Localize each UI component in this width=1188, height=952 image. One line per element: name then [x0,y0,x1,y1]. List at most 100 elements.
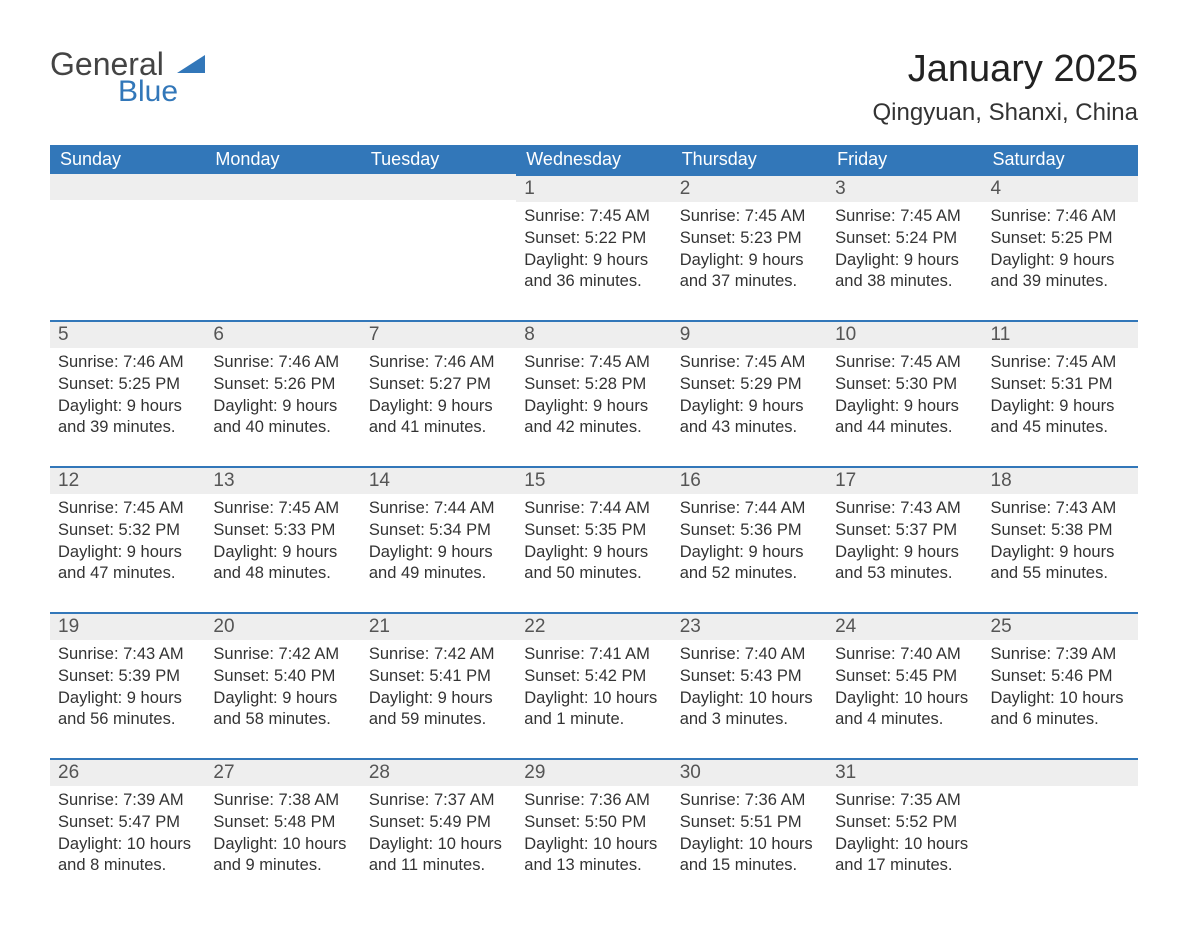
daylight-line-1: Daylight: 9 hours [680,542,819,564]
daylight-line-1: Daylight: 9 hours [524,542,663,564]
sunrise-line: Sunrise: 7:36 AM [680,790,819,812]
calendar-cell: 23Sunrise: 7:40 AMSunset: 5:43 PMDayligh… [672,612,827,758]
day-details: Sunrise: 7:42 AMSunset: 5:41 PMDaylight:… [361,640,516,758]
day-details: Sunrise: 7:45 AMSunset: 5:33 PMDaylight:… [205,494,360,612]
daylight-line-1: Daylight: 9 hours [213,396,352,418]
daylight-line-2: and 42 minutes. [524,417,663,439]
daylight-line-1: Daylight: 9 hours [369,688,508,710]
sunset-line: Sunset: 5:27 PM [369,374,508,396]
calendar-cell: 4Sunrise: 7:46 AMSunset: 5:25 PMDaylight… [983,174,1138,320]
calendar-cell [361,174,516,320]
daylight-line-2: and 41 minutes. [369,417,508,439]
day-number: 7 [361,320,516,348]
daylight-line-1: Daylight: 9 hours [58,396,197,418]
sunset-line: Sunset: 5:39 PM [58,666,197,688]
daylight-line-1: Daylight: 9 hours [680,250,819,272]
calendar-week-row: 26Sunrise: 7:39 AMSunset: 5:47 PMDayligh… [50,758,1138,904]
day-number: 16 [672,466,827,494]
day-number: 10 [827,320,982,348]
day-number: 29 [516,758,671,786]
sunset-line: Sunset: 5:24 PM [835,228,974,250]
sunset-line: Sunset: 5:25 PM [991,228,1130,250]
day-number: 2 [672,174,827,202]
sunset-line: Sunset: 5:41 PM [369,666,508,688]
daylight-line-1: Daylight: 10 hours [369,834,508,856]
calendar-cell: 10Sunrise: 7:45 AMSunset: 5:30 PMDayligh… [827,320,982,466]
calendar-cell: 27Sunrise: 7:38 AMSunset: 5:48 PMDayligh… [205,758,360,904]
sunrise-line: Sunrise: 7:45 AM [524,206,663,228]
daylight-line-2: and 55 minutes. [991,563,1130,585]
daylight-line-2: and 44 minutes. [835,417,974,439]
empty-day-body [983,786,1138,904]
daylight-line-2: and 38 minutes. [835,271,974,293]
day-number: 11 [983,320,1138,348]
sunset-line: Sunset: 5:30 PM [835,374,974,396]
sunrise-line: Sunrise: 7:41 AM [524,644,663,666]
daylight-line-2: and 15 minutes. [680,855,819,877]
day-details: Sunrise: 7:46 AMSunset: 5:25 PMDaylight:… [50,348,205,466]
day-number: 27 [205,758,360,786]
sunrise-line: Sunrise: 7:42 AM [213,644,352,666]
daylight-line-2: and 49 minutes. [369,563,508,585]
daylight-line-2: and 47 minutes. [58,563,197,585]
day-number: 30 [672,758,827,786]
calendar-cell: 14Sunrise: 7:44 AMSunset: 5:34 PMDayligh… [361,466,516,612]
header-region: General Blue January 2025 Qingyuan, Shan… [50,48,1138,127]
sunrise-line: Sunrise: 7:37 AM [369,790,508,812]
calendar-week-row: 12Sunrise: 7:45 AMSunset: 5:32 PMDayligh… [50,466,1138,612]
sunrise-line: Sunrise: 7:44 AM [680,498,819,520]
daylight-line-2: and 56 minutes. [58,709,197,731]
day-details: Sunrise: 7:46 AMSunset: 5:25 PMDaylight:… [983,202,1138,320]
day-number: 23 [672,612,827,640]
calendar-cell: 12Sunrise: 7:45 AMSunset: 5:32 PMDayligh… [50,466,205,612]
calendar-cell: 2Sunrise: 7:45 AMSunset: 5:23 PMDaylight… [672,174,827,320]
daylight-line-2: and 45 minutes. [991,417,1130,439]
sunset-line: Sunset: 5:23 PM [680,228,819,250]
calendar-cell: 22Sunrise: 7:41 AMSunset: 5:42 PMDayligh… [516,612,671,758]
calendar-cell: 21Sunrise: 7:42 AMSunset: 5:41 PMDayligh… [361,612,516,758]
calendar-cell: 11Sunrise: 7:45 AMSunset: 5:31 PMDayligh… [983,320,1138,466]
calendar-cell: 15Sunrise: 7:44 AMSunset: 5:35 PMDayligh… [516,466,671,612]
daylight-line-1: Daylight: 10 hours [835,834,974,856]
calendar-cell: 16Sunrise: 7:44 AMSunset: 5:36 PMDayligh… [672,466,827,612]
day-details: Sunrise: 7:35 AMSunset: 5:52 PMDaylight:… [827,786,982,904]
empty-day [983,758,1138,786]
day-details: Sunrise: 7:39 AMSunset: 5:46 PMDaylight:… [983,640,1138,758]
daylight-line-1: Daylight: 9 hours [524,250,663,272]
sunrise-line: Sunrise: 7:45 AM [680,352,819,374]
sunrise-line: Sunrise: 7:45 AM [835,206,974,228]
sunrise-line: Sunrise: 7:45 AM [524,352,663,374]
sunrise-line: Sunrise: 7:39 AM [58,790,197,812]
sunrise-line: Sunrise: 7:46 AM [58,352,197,374]
day-number: 28 [361,758,516,786]
sunset-line: Sunset: 5:46 PM [991,666,1130,688]
sunset-line: Sunset: 5:51 PM [680,812,819,834]
day-details: Sunrise: 7:40 AMSunset: 5:45 PMDaylight:… [827,640,982,758]
weekday-header: Friday [827,145,982,174]
daylight-line-1: Daylight: 9 hours [680,396,819,418]
empty-day-body [361,200,516,318]
day-details: Sunrise: 7:45 AMSunset: 5:29 PMDaylight:… [672,348,827,466]
calendar-cell: 18Sunrise: 7:43 AMSunset: 5:38 PMDayligh… [983,466,1138,612]
daylight-line-1: Daylight: 9 hours [835,542,974,564]
day-number: 12 [50,466,205,494]
weekday-header: Tuesday [361,145,516,174]
sunrise-line: Sunrise: 7:45 AM [58,498,197,520]
day-number: 24 [827,612,982,640]
day-details: Sunrise: 7:37 AMSunset: 5:49 PMDaylight:… [361,786,516,904]
sunset-line: Sunset: 5:42 PM [524,666,663,688]
daylight-line-2: and 9 minutes. [213,855,352,877]
sunset-line: Sunset: 5:50 PM [524,812,663,834]
daylight-line-1: Daylight: 9 hours [369,542,508,564]
sunset-line: Sunset: 5:48 PM [213,812,352,834]
empty-day [50,174,205,200]
day-details: Sunrise: 7:40 AMSunset: 5:43 PMDaylight:… [672,640,827,758]
calendar-cell: 8Sunrise: 7:45 AMSunset: 5:28 PMDaylight… [516,320,671,466]
sunset-line: Sunset: 5:25 PM [58,374,197,396]
day-details: Sunrise: 7:45 AMSunset: 5:28 PMDaylight:… [516,348,671,466]
sunrise-line: Sunrise: 7:43 AM [58,644,197,666]
empty-day [361,174,516,200]
day-number: 14 [361,466,516,494]
daylight-line-1: Daylight: 9 hours [991,396,1130,418]
day-number: 26 [50,758,205,786]
